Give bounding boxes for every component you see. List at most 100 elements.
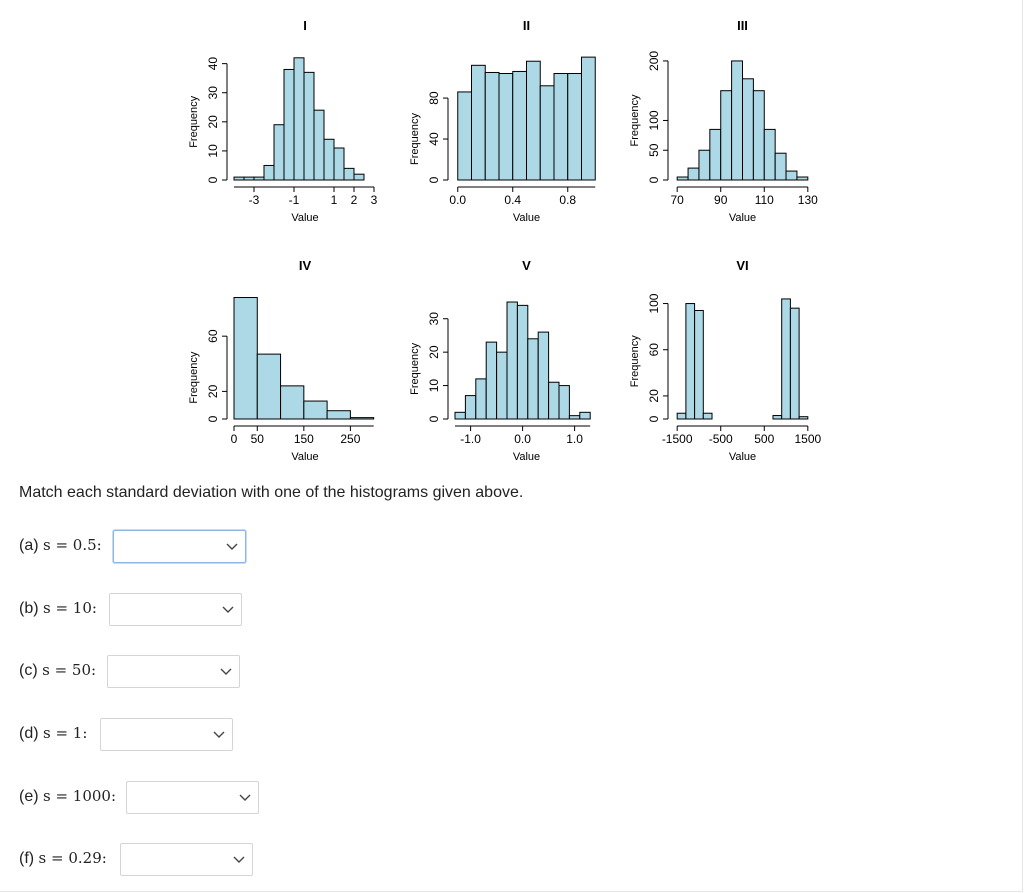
y-tick-label: 60 <box>647 343 661 357</box>
histogram-bar <box>263 164 275 181</box>
answer-dropdown[interactable] <box>100 718 233 751</box>
histogram-bar <box>694 309 704 420</box>
x-tick-label: 70 <box>670 193 684 207</box>
y-tick-label: 30 <box>427 312 441 326</box>
histogram-bar <box>471 64 486 181</box>
histogram-bar <box>527 338 539 420</box>
histogram-bar <box>676 412 687 420</box>
answer-dropdown[interactable] <box>126 781 259 814</box>
question-letter: (c) <box>19 662 43 679</box>
histogram-bar <box>253 176 265 181</box>
answer-dropdown[interactable] <box>120 843 253 876</box>
histogram-bar <box>516 304 529 420</box>
y-tick-label: 0 <box>206 415 220 422</box>
x-tick-label: 0.0 <box>449 193 466 207</box>
question-math: s = 1000: <box>43 787 117 805</box>
histogram-bar <box>323 138 335 181</box>
question-label: (c) s = 50: <box>19 661 96 680</box>
y-tick-label: 40 <box>206 57 220 71</box>
histogram-bar <box>579 411 591 420</box>
histogram-bar <box>496 351 508 420</box>
histogram-title: I <box>303 18 307 33</box>
x-tick-label: 0 <box>231 432 238 446</box>
question-math: s = 50: <box>42 661 97 679</box>
histogram-bar <box>512 70 527 181</box>
x-tick-label: 0.4 <box>504 193 521 207</box>
question-label: (d) s = 1: <box>19 724 87 743</box>
histogram-bar <box>785 170 798 181</box>
question-row: (a) s = 0.5: <box>19 536 102 555</box>
histogram-bar <box>731 60 744 181</box>
histogram-bar <box>303 400 328 420</box>
x-tick-label: 1500 <box>794 432 821 446</box>
x-tick-label: -1500 <box>662 432 693 446</box>
chevron-down-icon <box>239 794 251 801</box>
histogram-bar <box>581 56 596 181</box>
histogram-bar <box>558 385 570 420</box>
histogram-bar <box>484 71 500 181</box>
question-letter: (a) <box>19 537 43 554</box>
y-tick-label: 200 <box>647 51 661 71</box>
chevron-down-icon <box>220 668 232 675</box>
y-tick-label: 100 <box>647 110 661 130</box>
x-axis-label: Value <box>513 451 540 463</box>
histogram-bar <box>313 109 325 181</box>
x-tick-label: 1 <box>331 193 338 207</box>
question-letter: (b) <box>19 600 43 617</box>
histogram-bar <box>752 90 765 181</box>
histogram-bar <box>567 73 582 181</box>
answer-dropdown[interactable] <box>113 530 246 563</box>
x-tick-label: -1 <box>289 193 300 207</box>
histogram-title: III <box>737 18 748 33</box>
y-tick-label: 20 <box>206 115 220 129</box>
x-axis-label: Value <box>513 212 540 224</box>
x-axis-label: Value <box>729 451 756 463</box>
y-tick-label: 50 <box>647 143 661 157</box>
y-axis-label: Frequency <box>188 351 200 403</box>
question-prompt: Match each standard deviation with one o… <box>19 484 524 501</box>
histogram-bar <box>774 152 787 181</box>
chevron-down-icon <box>213 731 225 738</box>
histogram-bar <box>233 176 245 181</box>
histogram-bar <box>303 71 315 181</box>
histogram-bar <box>676 176 689 181</box>
question-math: s = 0.29: <box>38 849 107 867</box>
histogram-bar <box>293 57 305 181</box>
histogram-bar <box>781 298 791 420</box>
histogram-bar <box>798 416 809 420</box>
histogram-bar <box>454 411 466 420</box>
histogram-bar <box>789 307 800 420</box>
x-tick-label: 150 <box>294 432 314 446</box>
y-tick-label: 10 <box>206 144 220 158</box>
y-tick-label: 0 <box>647 415 661 422</box>
x-tick-label: 130 <box>798 193 818 207</box>
y-axis-label: Frequency <box>409 342 421 394</box>
histogram-title: V <box>522 258 531 273</box>
x-tick-label: -3 <box>249 193 260 207</box>
histogram-title: VI <box>736 258 748 273</box>
y-tick-label: 10 <box>427 379 441 393</box>
histogram-bar <box>763 128 776 181</box>
x-tick-label: 0.0 <box>514 432 531 446</box>
chevron-down-icon <box>222 606 234 613</box>
histogram-bar <box>796 176 809 181</box>
x-tick-label: 90 <box>714 193 728 207</box>
histogram-bar <box>709 128 722 181</box>
histogram-bar <box>233 297 258 420</box>
y-tick-label: 0 <box>206 176 220 183</box>
y-tick-label: 40 <box>427 132 441 146</box>
histogram-bar <box>548 381 560 420</box>
answer-dropdown[interactable] <box>109 593 242 626</box>
question-letter: (e) <box>19 788 43 805</box>
histogram-bar <box>243 176 255 181</box>
x-tick-label: 2 <box>351 193 358 207</box>
histogram-bar <box>343 167 355 181</box>
histogram-bar <box>283 68 295 181</box>
y-tick-label: 0 <box>427 415 441 422</box>
y-tick-label: 20 <box>427 345 441 359</box>
answer-dropdown[interactable] <box>107 655 240 688</box>
histogram-bar <box>326 410 351 420</box>
y-tick-label: 60 <box>206 329 220 343</box>
x-tick-label: 0.8 <box>559 193 576 207</box>
histogram-bar <box>498 73 514 181</box>
